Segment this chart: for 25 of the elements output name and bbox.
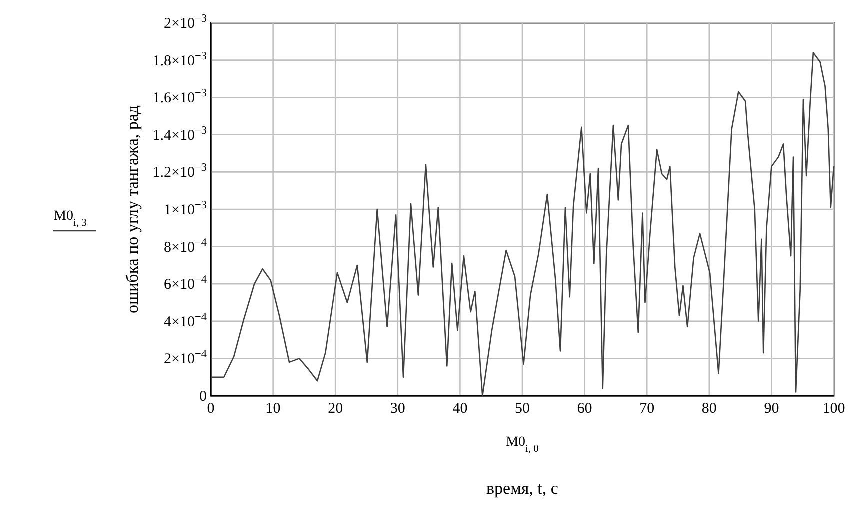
- x-tick-label: 100: [822, 401, 846, 417]
- x-tick-label: 80: [702, 401, 717, 417]
- y-tick-label: 1.2×10$^{−3}$: [152, 162, 208, 182]
- x-tick-label: 40: [452, 401, 468, 417]
- y-tick-label: 1×10$^{−3}$: [164, 200, 208, 218]
- y-axis-title: ошибка по углу тангажа, рад: [123, 105, 142, 314]
- x-tick-label: 90: [764, 401, 780, 417]
- y-tick-label: 8×10$^{−4}$: [164, 236, 208, 256]
- x-tick-label: 50: [515, 401, 530, 417]
- x-tick-label: 10: [266, 401, 281, 417]
- text: M0$_{i, 0}$: [506, 435, 539, 454]
- y-tick-label: 1.6×10$^{−3}$: [152, 88, 208, 107]
- x-tick-label: 60: [577, 401, 592, 417]
- y-tick-label: 4×10$^{−4}$: [164, 311, 208, 330]
- y-tick-label: 1.8×10$^{−3}$: [152, 50, 208, 70]
- y-tick-label: 1.4×10$^{−3}$: [152, 124, 208, 144]
- x-axis-title: время, t, с: [486, 479, 559, 498]
- x-tick-label: 20: [328, 401, 344, 417]
- y-tick-label: 0: [200, 389, 207, 405]
- y-tick-label: 2×10$^{−4}$: [164, 348, 208, 368]
- x-tick-label: 70: [640, 401, 655, 417]
- y-tick-label: 6×10$^{−4}$: [164, 274, 208, 294]
- y-tick-label: 2×10$^{−3}$: [164, 13, 208, 32]
- text: M0$_{i, 3}$: [54, 209, 87, 228]
- x-tick-label: 30: [390, 401, 406, 417]
